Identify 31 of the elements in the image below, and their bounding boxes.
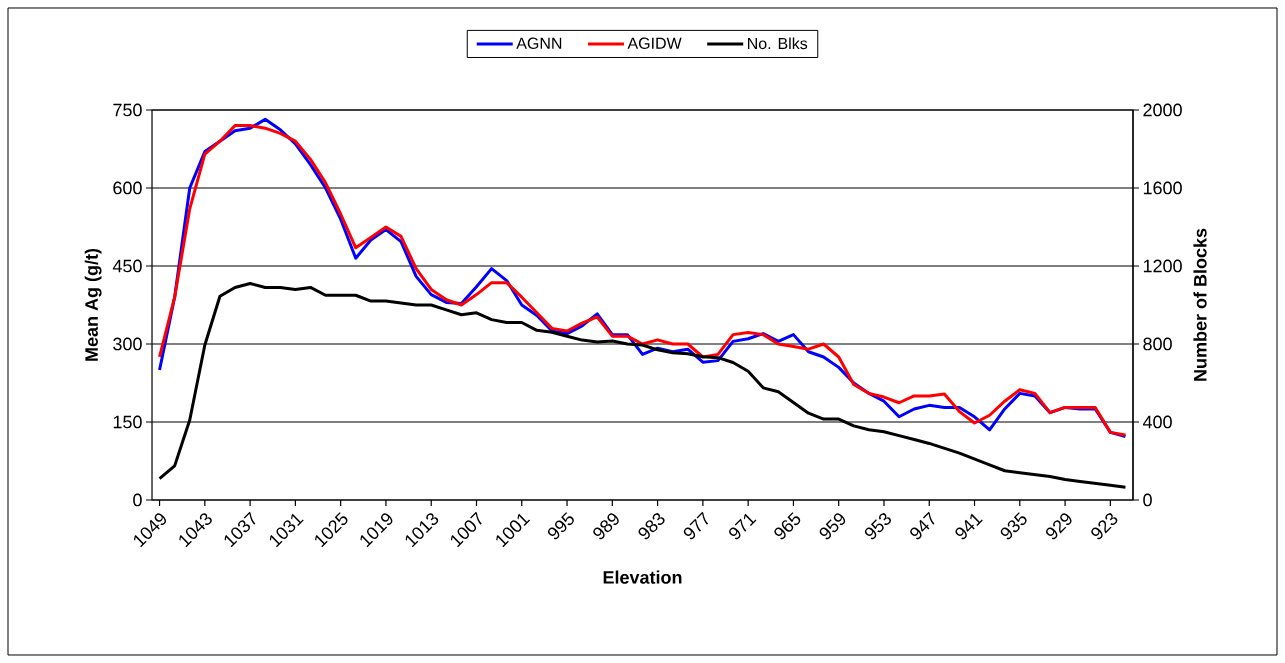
y-tick-label: 300 [113, 337, 142, 351]
legend-label: AGIDW [627, 37, 682, 49]
x-tick-label: 923 [1091, 513, 1118, 540]
y2-tick-label: 800 [1143, 337, 1172, 351]
y2-tick-label: 2000 [1143, 103, 1182, 117]
y2-axis-title: Number of Blocks [1193, 228, 1207, 381]
x-tick-label: 995 [547, 512, 574, 540]
x-tick-label: 935 [1000, 512, 1027, 540]
y-tick-label: 450 [112, 259, 142, 273]
x-tick-label: 989 [593, 513, 619, 540]
y2-tick-label: 0 [1143, 493, 1152, 507]
x-tick-label: 929 [1045, 513, 1072, 540]
y-tick-label: 150 [113, 415, 142, 429]
legend-label: AGNN [516, 37, 562, 49]
x-tick-label: 977 [683, 511, 709, 540]
legend-label: No. Blks [748, 37, 808, 50]
x-tick-label: 965 [774, 512, 801, 540]
y-tick-label: 600 [113, 181, 142, 195]
x-tick-label: 971 [729, 513, 757, 540]
y2-tick-label: 1200 [1143, 259, 1182, 273]
y-tick-label: 750 [113, 103, 142, 117]
x-tick-label: 959 [819, 513, 846, 540]
x-tick-label: 947 [910, 511, 935, 540]
x-axis-title: Elevation [603, 570, 682, 584]
y2-tick-label: 400 [1142, 415, 1172, 429]
x-tick-label: 953 [864, 513, 891, 540]
y2-tick-label: 1600 [1143, 181, 1182, 195]
y-tick-label: 0 [133, 493, 142, 507]
x-tick-label: 941 [955, 513, 983, 540]
x-tick-label: 983 [638, 513, 665, 540]
y-axis-title: Mean Ag (g/t) [84, 248, 102, 361]
